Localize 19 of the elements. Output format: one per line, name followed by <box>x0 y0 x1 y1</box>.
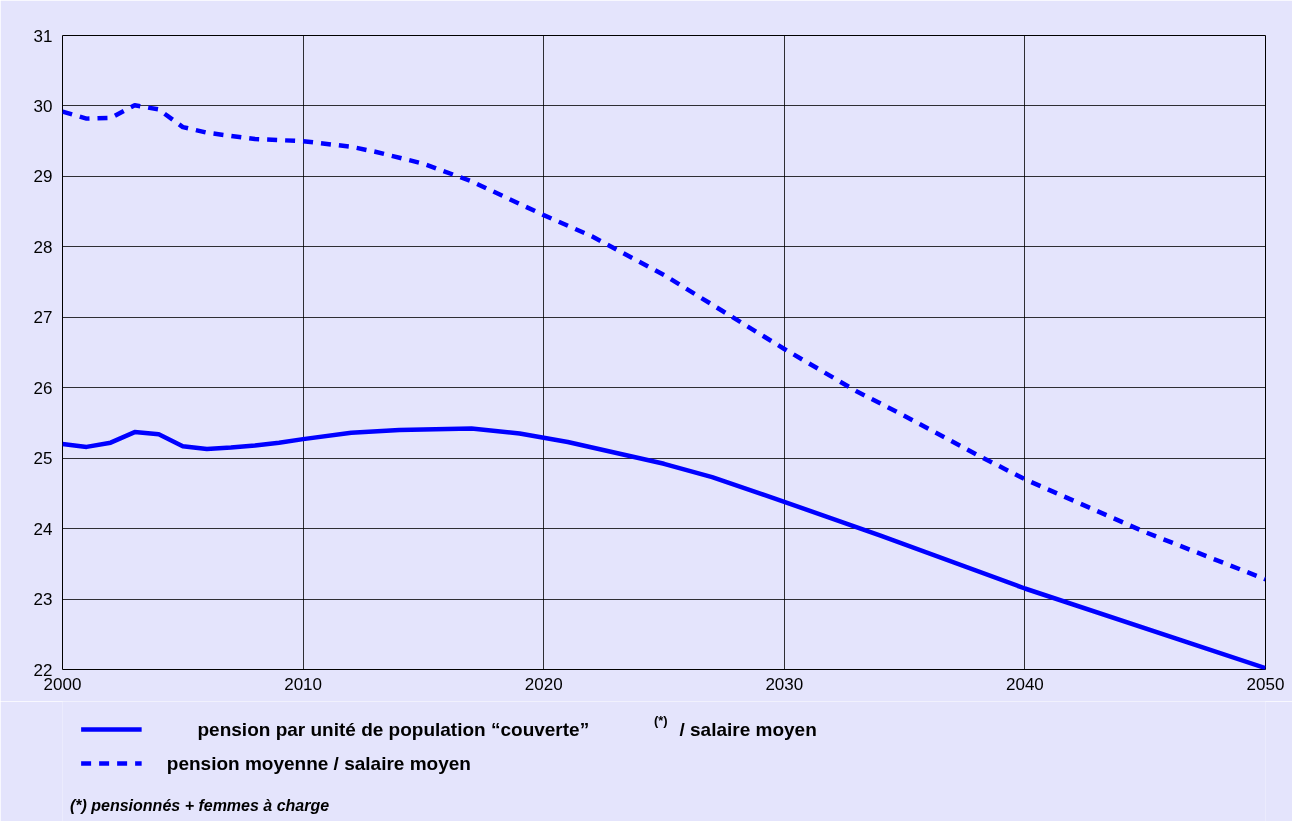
text: pension par unité de population “couverte” (*) / salaire moyen <box>197 713 817 740</box>
x-tick-label: 2010 <box>284 674 323 694</box>
x-tick-label: 2040 <box>1005 674 1044 694</box>
line-series <box>62 102 1266 582</box>
y-tick-label: 29 <box>33 167 53 187</box>
y-tick-label: 23 <box>33 590 53 610</box>
y-tick-label: 31 <box>33 26 53 46</box>
x-tick-label: 2030 <box>765 674 804 694</box>
y-tick-label: 26 <box>33 378 53 398</box>
x-tick-label: 2050 <box>1246 674 1285 694</box>
x-tick-label: 2020 <box>524 674 563 694</box>
legend-label: pension moyenne / salaire moyen <box>166 753 471 774</box>
y-tick-label: 28 <box>33 237 53 257</box>
y-tick-label: 25 <box>33 449 53 469</box>
text: (*) pensionnés + femmes à charge <box>69 797 330 814</box>
y-tick-label: 27 <box>33 308 53 328</box>
line-series <box>62 426 1266 670</box>
y-tick-label: 24 <box>33 519 53 539</box>
y-tick-label: 30 <box>33 96 53 116</box>
